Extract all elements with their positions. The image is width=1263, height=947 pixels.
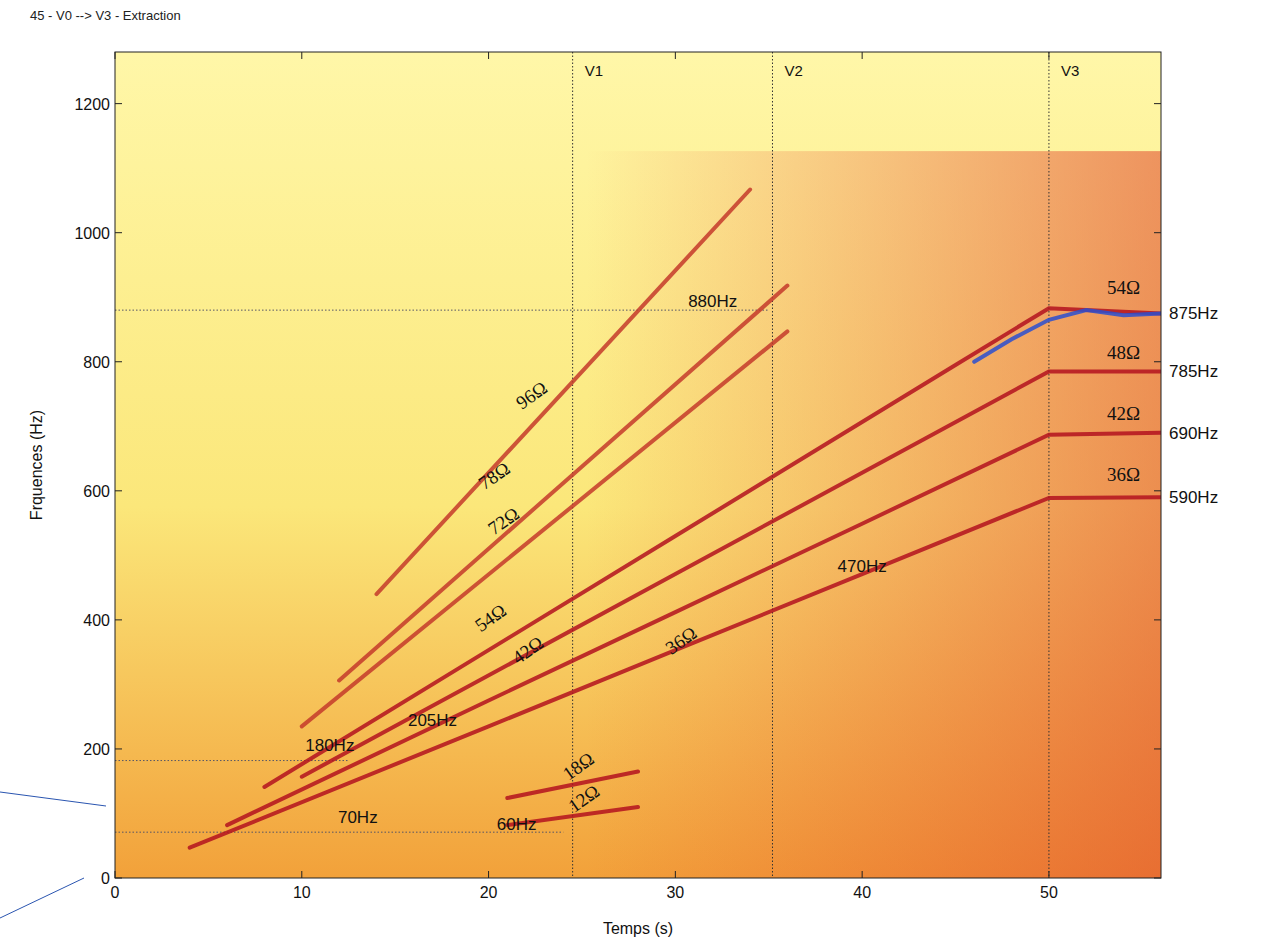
y-tick (115, 878, 122, 879)
h-line (115, 310, 769, 311)
x-tick (862, 871, 863, 878)
y-tick-label: 800 (83, 354, 110, 371)
plot-frame (115, 52, 1161, 878)
annotation: 470Hz (838, 557, 887, 576)
track (377, 190, 751, 595)
x-tick-label: 20 (480, 884, 498, 901)
y-tick-label: 1000 (74, 225, 110, 242)
x-tick-label: 10 (293, 884, 311, 901)
right-label: 785Hz (1169, 362, 1218, 381)
x-tick-label: 50 (1040, 884, 1058, 901)
track (302, 331, 788, 726)
y-tick (115, 748, 122, 749)
v-line (1048, 52, 1049, 878)
x-tick-label: 40 (853, 884, 871, 901)
y-tick-right (1154, 878, 1161, 879)
y-tick-right (1154, 361, 1161, 362)
annotation: 42Ω (1107, 403, 1140, 424)
y-tick-right (1154, 748, 1161, 749)
x-tick-top (1048, 52, 1049, 59)
right-label: 875Hz (1169, 304, 1218, 323)
annotation: 54Ω (471, 600, 510, 636)
annotation: 36Ω (1107, 464, 1140, 485)
y-tick (115, 619, 122, 620)
annotation: 72Ω (484, 503, 523, 539)
y-tick-right (1154, 103, 1161, 104)
y-tick-label: 600 (83, 483, 110, 500)
annotation: 78Ω (475, 458, 514, 494)
x-tick-top (862, 52, 863, 59)
annotation: 880Hz (688, 292, 737, 311)
right-label: 590Hz (1169, 488, 1218, 507)
leader-line (0, 792, 106, 806)
annotation: 36Ω (661, 622, 700, 658)
annotation: 70Hz (338, 808, 378, 827)
annotation: 42Ω (508, 632, 547, 668)
x-axis-title: Temps (s) (603, 920, 673, 937)
x-tick-top (301, 52, 302, 59)
series-group (190, 190, 1161, 848)
track (264, 308, 1161, 787)
x-tick (115, 871, 116, 878)
y-tick (115, 103, 122, 104)
x-tick (488, 871, 489, 878)
annotation: 96Ω (512, 377, 551, 413)
v-line-label: V3 (1061, 62, 1079, 79)
y-axis-title: Frquences (Hz) (28, 410, 45, 520)
x-tick (1048, 871, 1049, 878)
v-line (772, 52, 773, 878)
x-tick-top (488, 52, 489, 59)
annotation: 54Ω (1107, 277, 1140, 298)
annotation: 18Ω (559, 748, 598, 784)
title: 45 - V0 --> V3 - Extraction (30, 8, 181, 23)
x-tick (301, 871, 302, 878)
track (227, 433, 1161, 825)
y-tick-right (1154, 232, 1161, 233)
right-label: 690Hz (1169, 424, 1218, 443)
track (339, 286, 787, 681)
annotation: 48Ω (1107, 342, 1140, 363)
h-line (115, 760, 348, 761)
y-tick-label: 0 (101, 870, 110, 887)
y-tick-label: 200 (83, 741, 110, 758)
x-tick-top (115, 52, 116, 59)
chart: 45 - V0 --> V3 - Extraction 0 10 20 30 40 50 0 2… (0, 0, 1263, 947)
y-tick-right (1154, 619, 1161, 620)
v-line-label: V1 (585, 62, 603, 79)
track (974, 310, 1161, 362)
track (302, 371, 1161, 776)
x-tick-label: 30 (666, 884, 684, 901)
annotation: 205Hz (408, 711, 457, 730)
x-tick-label: 0 (111, 884, 120, 901)
y-tick (115, 490, 122, 491)
annotation: 180Hz (305, 736, 354, 755)
y-tick (115, 361, 122, 362)
annotation: 60Hz (497, 815, 537, 834)
y-tick-label: 400 (83, 612, 110, 629)
v-line (572, 52, 573, 878)
noise-background (115, 151, 1161, 878)
y-tick-label: 1200 (74, 96, 110, 113)
v-line-label: V2 (784, 62, 802, 79)
reference-lines (115, 52, 1049, 878)
x-tick-top (675, 52, 676, 59)
leader-line (0, 878, 84, 918)
annotation: 12Ω (564, 780, 603, 816)
x-tick (675, 871, 676, 878)
y-tick-right (1154, 490, 1161, 491)
plot-background (115, 52, 1161, 878)
y-tick (115, 232, 122, 233)
track (190, 497, 1161, 847)
